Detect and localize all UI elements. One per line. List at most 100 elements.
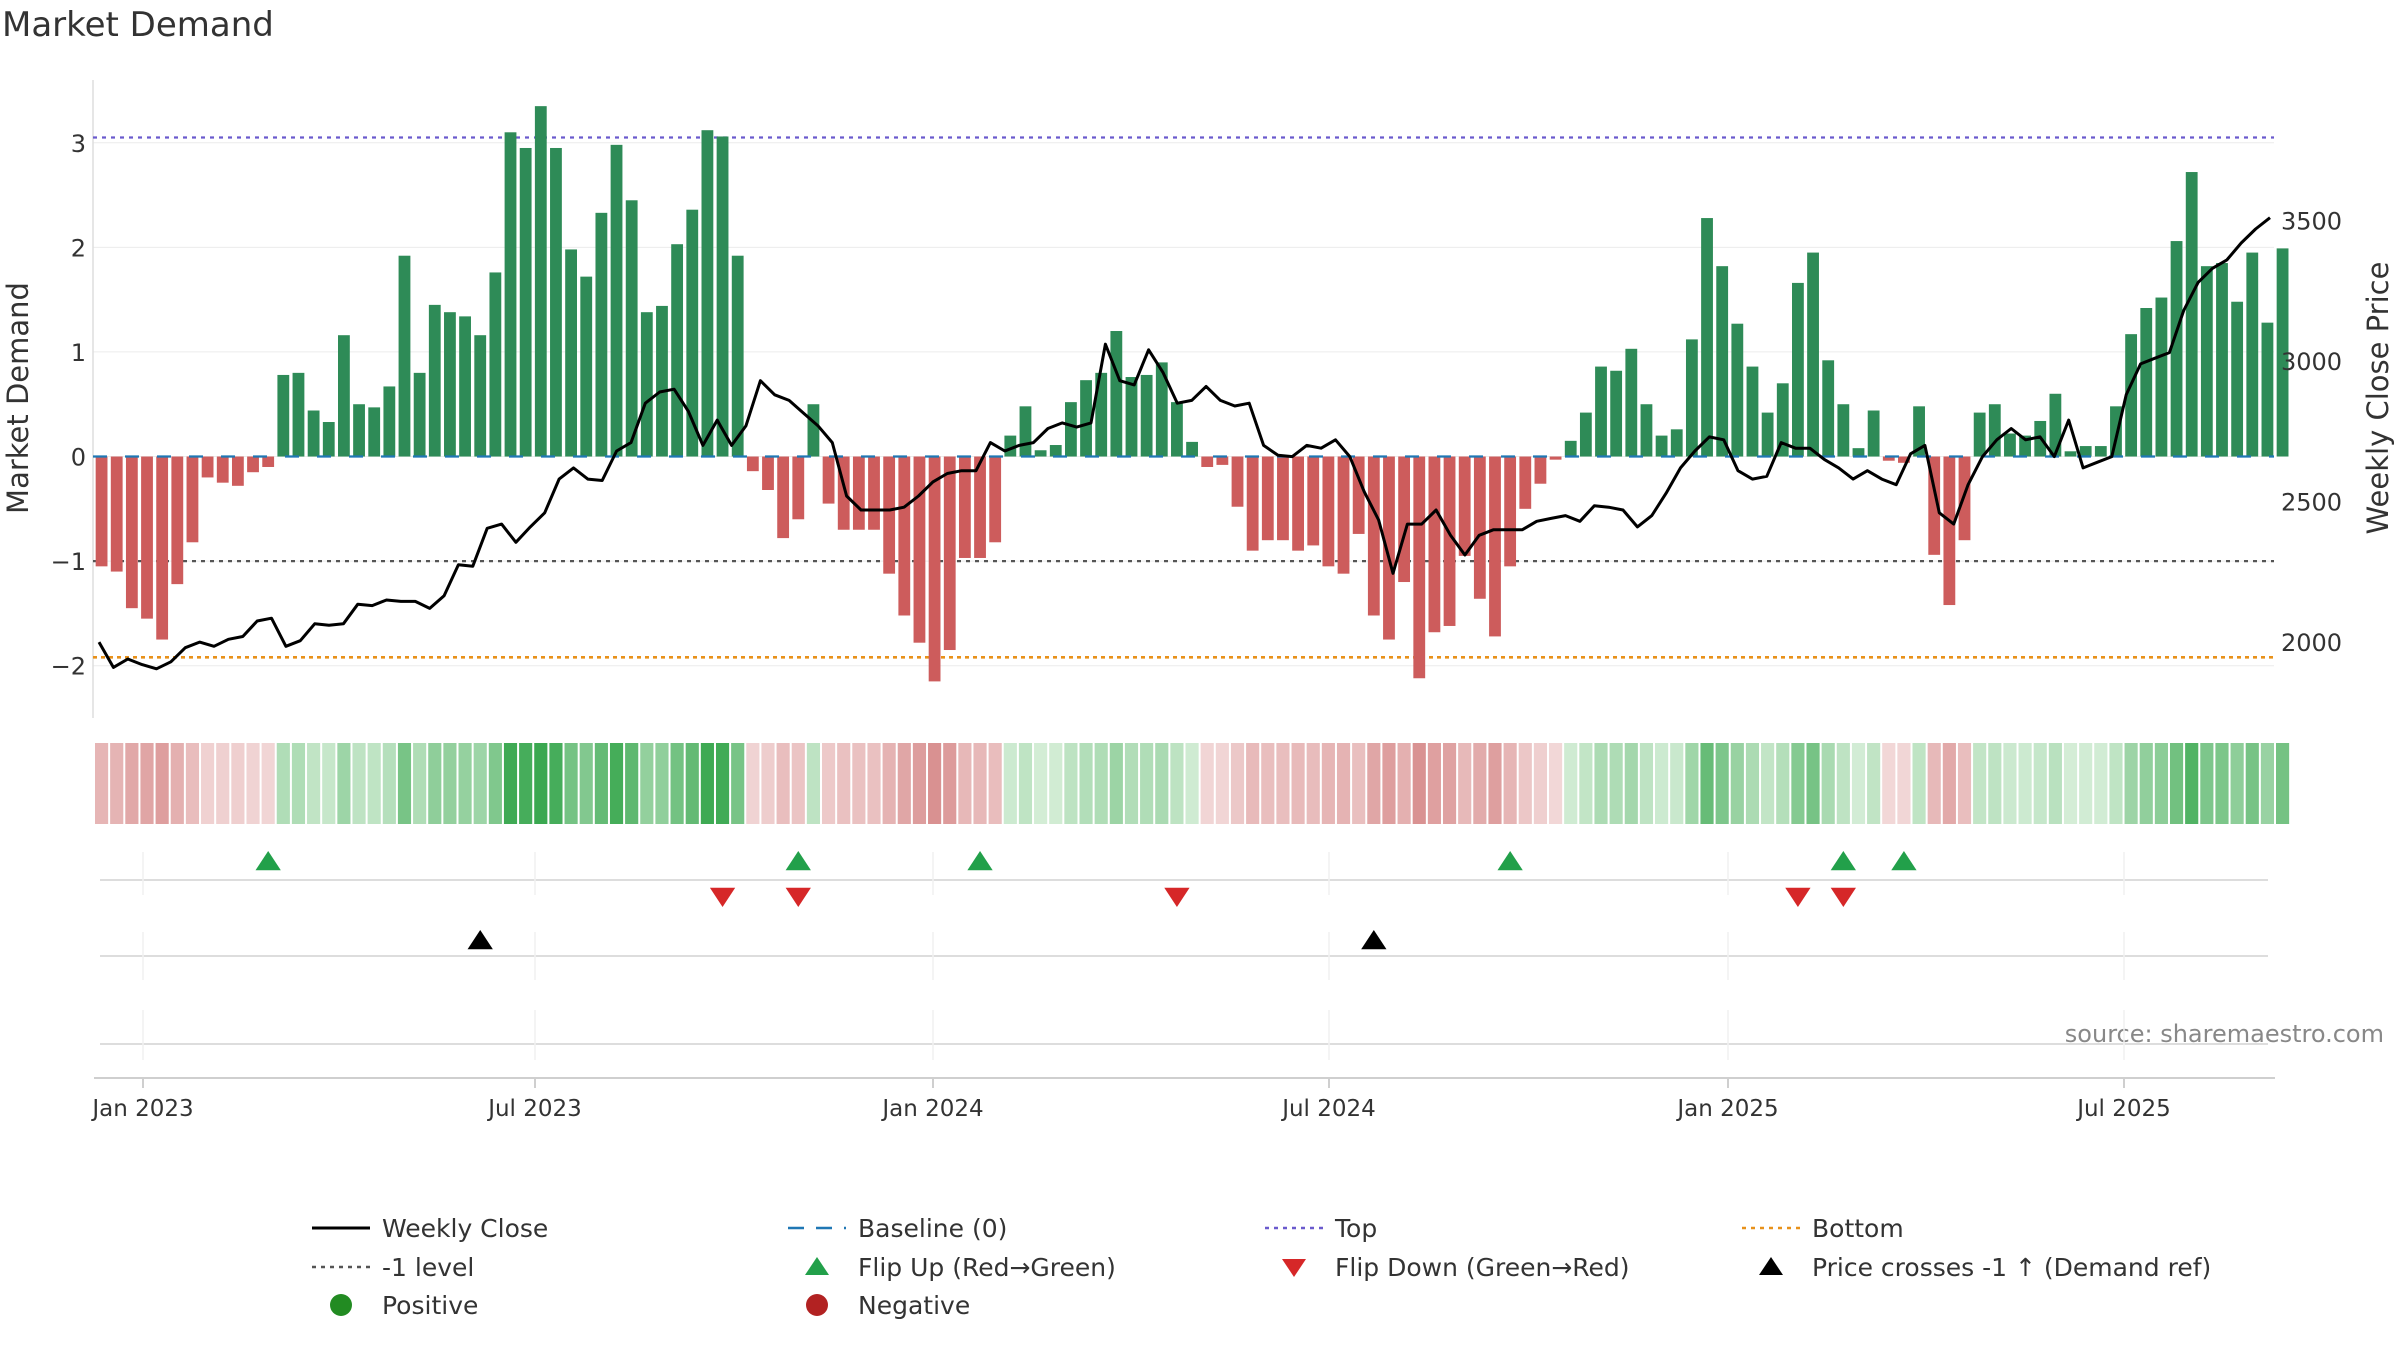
demand-bar <box>534 106 547 457</box>
flip-down-marker <box>1164 887 1190 907</box>
demand-bar <box>883 456 896 574</box>
demand-bar <box>2155 297 2168 457</box>
heat-cell <box>1851 743 1866 824</box>
demand-bar <box>1080 380 1092 457</box>
demand-bar <box>1398 456 1411 583</box>
demand-bar <box>125 456 138 609</box>
y-tick-label: 3 <box>71 130 86 158</box>
heat-cell <box>443 743 457 824</box>
demand-bar <box>595 212 608 457</box>
heat-cell <box>1670 743 1684 824</box>
demand-bar <box>277 374 290 457</box>
heat-cell <box>170 743 184 824</box>
flip-down-marker <box>785 887 811 907</box>
demand-bar <box>1277 456 1289 541</box>
y-tick-label: 1 <box>71 339 86 367</box>
demand-bar <box>852 456 865 530</box>
heat-cell <box>1094 743 1108 824</box>
demand-bar <box>2064 451 2077 457</box>
demand-bar <box>913 456 926 643</box>
demand-bar <box>625 200 638 457</box>
demand-bar <box>792 456 805 520</box>
demand-bar <box>1731 323 1744 457</box>
heat-cell <box>458 743 472 824</box>
heat-cell <box>1655 743 1669 824</box>
heat-cell <box>1988 743 2002 824</box>
heat-cell <box>1791 743 1805 824</box>
heat-cell <box>2124 743 2138 824</box>
axis-ticks: −2 −1 0 1 2 3 2000 2500 3000 3500 <box>51 130 2342 681</box>
heat-cell <box>2063 743 2078 824</box>
legend-label: Top <box>1334 1214 1377 1243</box>
demand-bar <box>1640 404 1653 457</box>
demand-bar <box>428 304 441 457</box>
legend-label: Flip Down (Green→Red) <box>1335 1253 1630 1282</box>
demand-bar <box>1837 404 1850 457</box>
demand-bar <box>807 404 820 457</box>
demand-bar <box>1670 429 1683 457</box>
demand-bar <box>1973 412 1986 457</box>
heat-cell <box>564 743 578 824</box>
demand-bar <box>2231 301 2244 457</box>
demand-bar <box>413 372 426 457</box>
demand-bar <box>1367 456 1380 616</box>
heat-cell <box>1533 743 1547 824</box>
chart-title: Market Demand <box>2 5 274 45</box>
demand-bar <box>2185 172 2198 457</box>
demand-bar <box>580 276 593 457</box>
heat-cell <box>2003 743 2017 824</box>
demand-bar <box>519 147 532 457</box>
demand-bar <box>1943 456 1956 606</box>
heat-cell <box>1276 743 1290 824</box>
demand-bar <box>1610 370 1623 457</box>
demand-bar <box>1201 456 1214 467</box>
demand-bar <box>1504 456 1517 567</box>
demand-bar <box>1155 362 1168 457</box>
reference-levels <box>93 136 2274 659</box>
heat-cell <box>594 743 608 824</box>
demand-bar <box>186 456 199 543</box>
demand-bar <box>474 335 487 457</box>
demand-bar <box>958 456 971 558</box>
heat-cell <box>1685 743 1699 824</box>
heat-cell <box>276 743 290 824</box>
legend-label: Flip Up (Red→Green) <box>858 1253 1116 1282</box>
demand-bar <box>1685 339 1698 457</box>
legend-label: Positive <box>382 1291 478 1320</box>
flip-up-marker <box>1891 851 1917 871</box>
y-tick-label: 2 <box>71 234 86 262</box>
y2-tick-label: 3000 <box>2281 348 2342 376</box>
heat-cell <box>1867 743 1881 824</box>
demand-bar <box>822 456 835 504</box>
demand-bar <box>2019 435 2032 457</box>
heat-cell <box>473 743 487 824</box>
demand-bar <box>1701 218 1713 457</box>
heat-cell <box>155 743 169 824</box>
demand-bar <box>974 456 986 558</box>
heat-cell <box>1942 743 1956 824</box>
heat-cell <box>2215 743 2229 824</box>
y2-tick-label: 3500 <box>2281 208 2342 236</box>
heat-cell <box>2276 743 2290 824</box>
heat-cell <box>1806 743 1820 824</box>
heat-cell <box>1442 743 1457 824</box>
heat-cell <box>2185 743 2199 824</box>
date-tick-label: Jul 2024 <box>1280 1096 1376 1122</box>
heat-cell <box>1761 743 1775 824</box>
legend-swatch <box>1759 1257 1783 1275</box>
heat-cell <box>1397 743 1411 824</box>
heat-cell <box>246 743 260 824</box>
heat-cell <box>655 743 669 824</box>
demand-bar <box>1489 456 1501 637</box>
demand-bar <box>701 130 714 457</box>
legend-swatch <box>330 1294 352 1316</box>
demand-bar <box>1428 456 1441 633</box>
demand-bar <box>550 147 562 457</box>
demand-bar <box>1458 456 1471 556</box>
legend-swatch <box>1282 1259 1306 1277</box>
demand-bar <box>337 335 350 457</box>
heat-cell <box>1503 743 1517 824</box>
y-tick-label: 0 <box>71 444 86 472</box>
heat-cell <box>322 743 336 824</box>
flip-up-marker <box>1830 851 1856 871</box>
